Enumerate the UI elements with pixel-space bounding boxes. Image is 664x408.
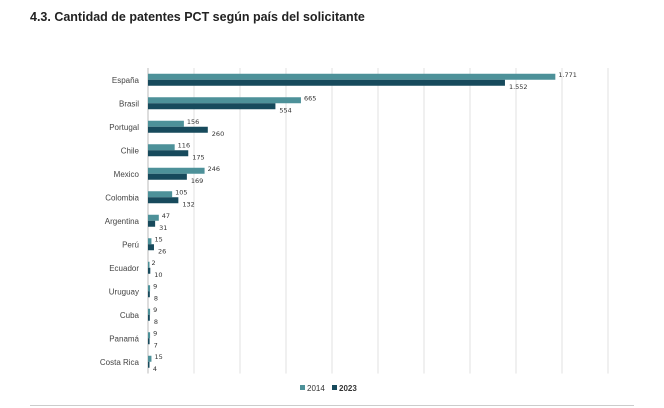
- category-label: España: [112, 76, 140, 85]
- category-label: Cuba: [120, 311, 140, 320]
- bar-2023: [148, 173, 187, 180]
- data-label: 1.771: [558, 71, 577, 79]
- data-label: 246: [208, 165, 220, 173]
- data-label: 8: [154, 318, 158, 326]
- data-label: 116: [178, 141, 190, 149]
- bar-2014: [148, 73, 556, 80]
- data-label: 156: [187, 118, 199, 126]
- bar-2023: [148, 314, 150, 321]
- data-label: 15: [154, 235, 162, 243]
- bar-2023: [148, 150, 189, 157]
- data-label: 47: [162, 212, 170, 220]
- bar-2023: [148, 244, 154, 251]
- bar-2014: [148, 238, 152, 245]
- data-label: 554: [279, 106, 291, 114]
- data-label: 8: [154, 294, 158, 302]
- data-label: 169: [191, 177, 203, 185]
- data-label: 4: [153, 365, 157, 373]
- category-label: Costa Rica: [100, 358, 140, 367]
- bar-2014: [148, 285, 151, 292]
- bar-2014: [148, 355, 152, 362]
- legend-swatch: [300, 385, 305, 390]
- category-label: Perú: [122, 240, 139, 249]
- bar-2014: [148, 120, 184, 127]
- data-label: 132: [182, 200, 194, 208]
- bar-2014: [148, 261, 150, 268]
- bar-2014: [148, 97, 301, 104]
- bar-2014: [148, 167, 205, 174]
- data-label: 9: [153, 306, 157, 314]
- legend-swatch: [332, 385, 337, 390]
- bar-2023: [148, 338, 150, 345]
- category-label: Brasil: [119, 99, 139, 108]
- data-label: 260: [212, 130, 224, 138]
- divider: [30, 405, 634, 406]
- bar-2023: [148, 291, 150, 298]
- bar-2023: [148, 126, 208, 133]
- data-label: 105: [175, 188, 187, 196]
- data-label: 7: [154, 341, 158, 349]
- data-label: 31: [159, 224, 167, 232]
- bar-2014: [148, 214, 159, 221]
- category-label: Chile: [121, 146, 140, 155]
- category-label: Uruguay: [109, 287, 139, 296]
- bar-2023: [148, 79, 505, 86]
- bar-2023: [148, 103, 276, 110]
- data-label: 9: [153, 282, 157, 290]
- category-label: Panamá: [109, 334, 139, 343]
- data-label: 175: [192, 153, 204, 161]
- data-label: 665: [304, 94, 316, 102]
- bar-2014: [148, 191, 173, 198]
- data-label: 2: [151, 259, 155, 267]
- legend-label: 2023: [339, 384, 357, 393]
- bar-2023: [148, 197, 179, 204]
- category-label: Mexico: [114, 170, 140, 179]
- category-label: Colombia: [105, 193, 139, 202]
- category-label: Ecuador: [109, 264, 139, 273]
- bar-2023: [148, 267, 151, 274]
- bar-2023: [148, 361, 150, 368]
- bar-2014: [148, 144, 175, 151]
- bar-2014: [148, 332, 151, 339]
- chart-title: 4.3. Cantidad de patentes PCT según país…: [30, 10, 365, 24]
- category-label: Portugal: [109, 123, 139, 132]
- category-label: Argentina: [105, 217, 140, 226]
- data-label: 15: [154, 353, 162, 361]
- bar-2014: [148, 308, 151, 315]
- data-label: 1.552: [509, 83, 528, 91]
- data-label: 26: [158, 247, 166, 255]
- data-label: 9: [153, 329, 157, 337]
- data-label: 10: [154, 271, 162, 279]
- bar-2023: [148, 220, 156, 227]
- legend-label: 2014: [307, 384, 325, 393]
